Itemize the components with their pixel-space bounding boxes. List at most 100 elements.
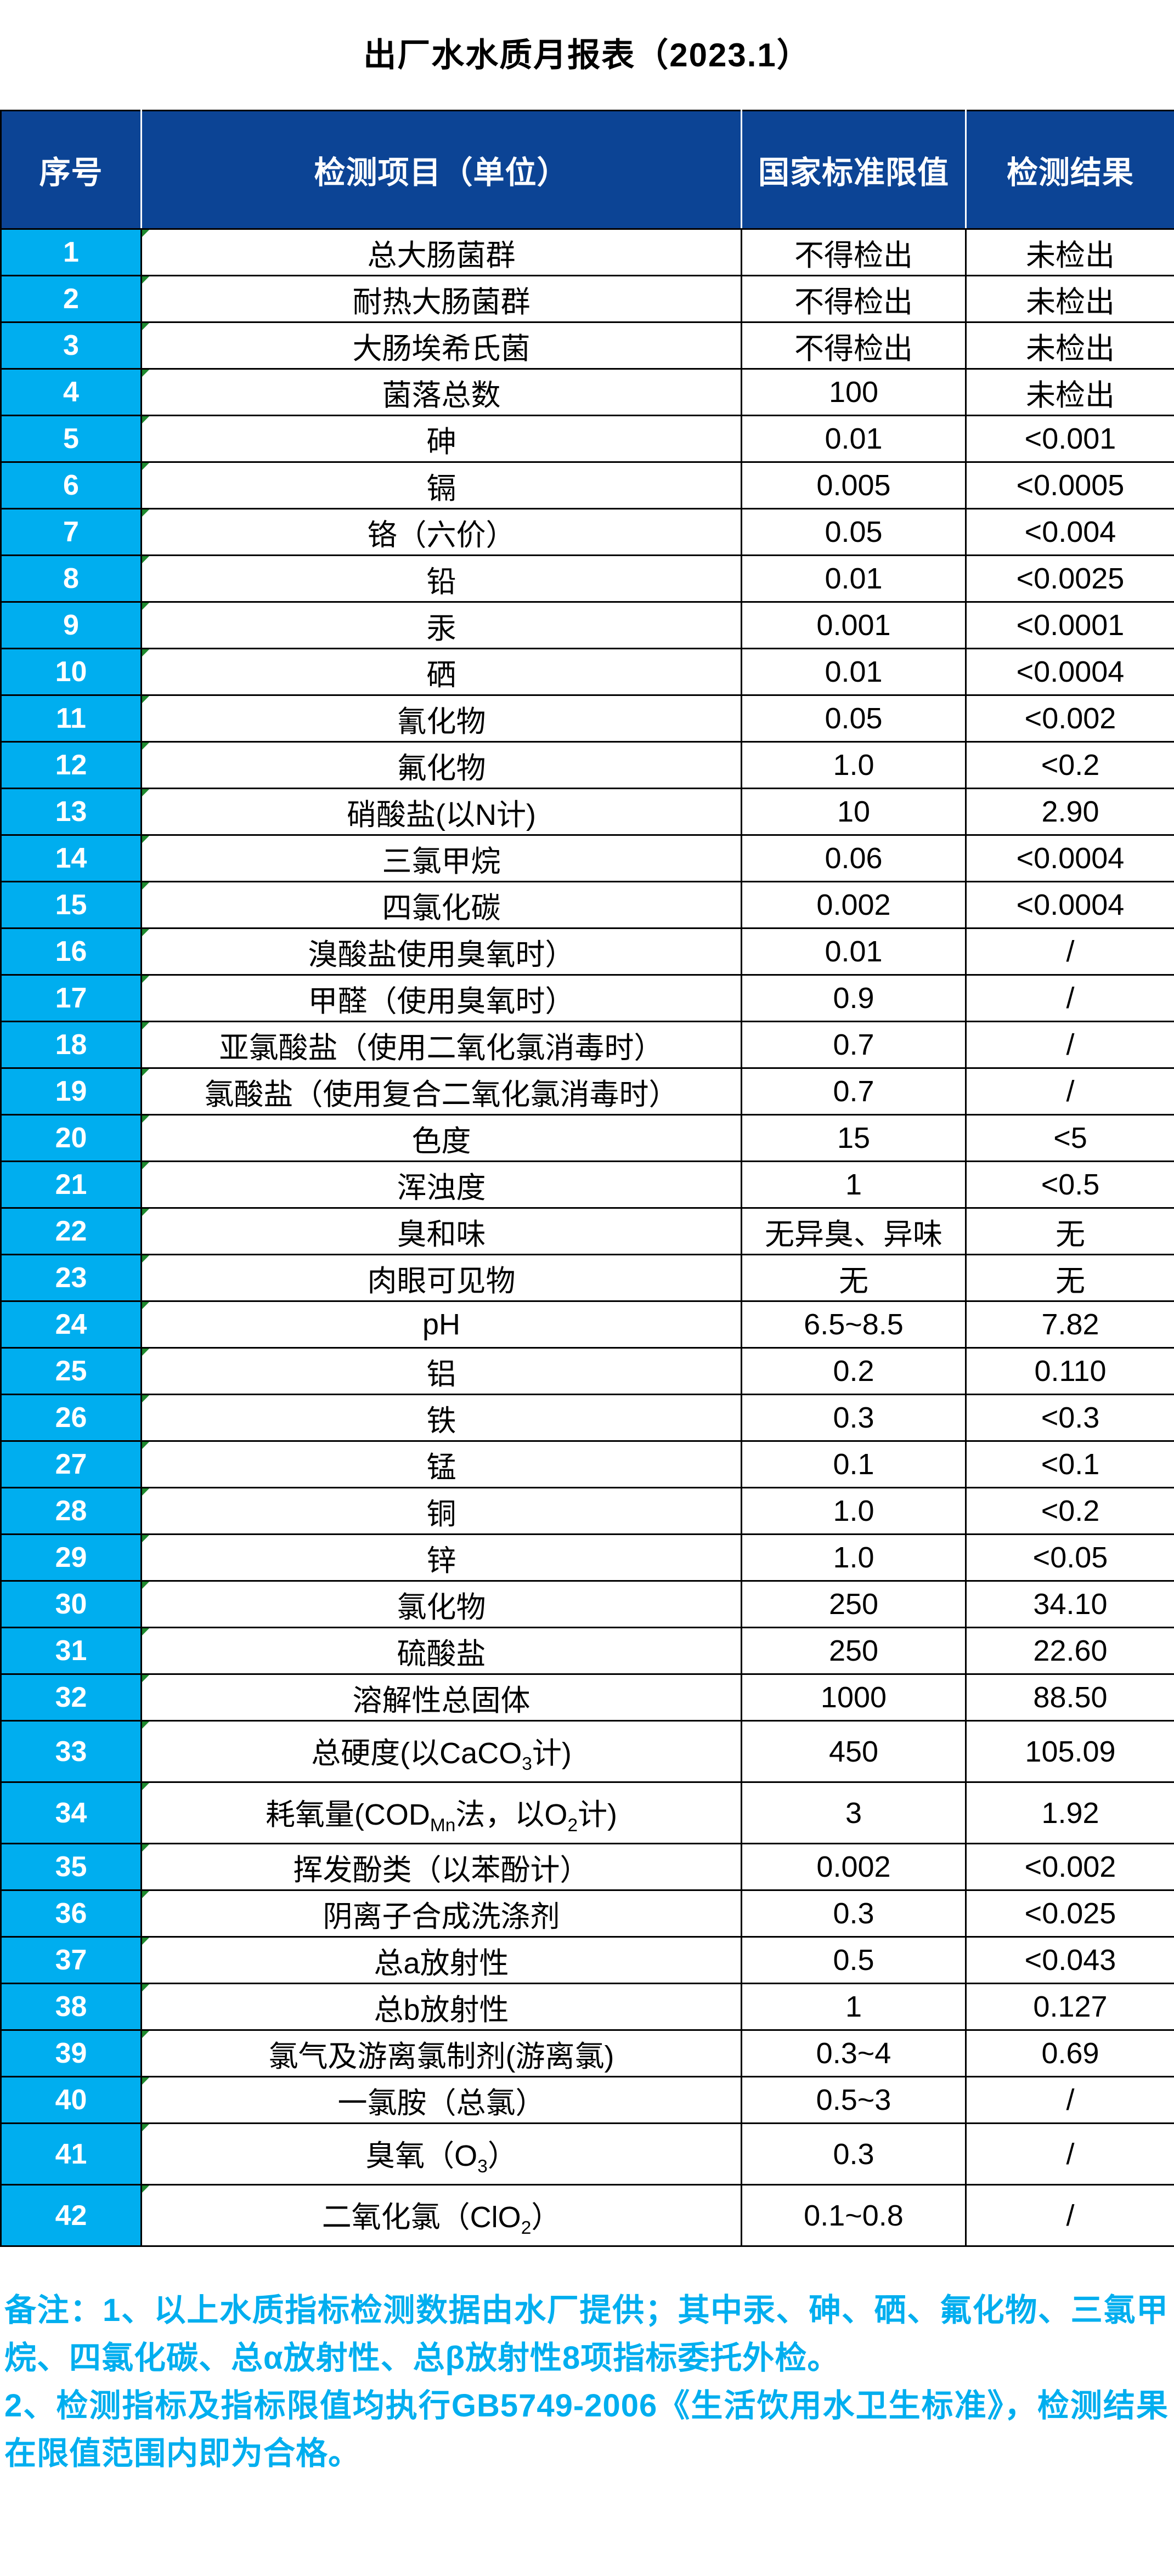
item-name-text: 氯气及游离氯制剂(游离氯) <box>268 2040 614 2073</box>
standard-limit-cell: 0.9 <box>741 974 967 1022</box>
item-name-cell: 总a放射性 <box>140 1936 742 1984</box>
item-name-cell: 铬（六价） <box>140 508 742 556</box>
item-name-cell: 溶解性总固体 <box>140 1673 742 1722</box>
standard-limit-cell: 15 <box>741 1114 967 1162</box>
standard-limit-cell: 1.0 <box>741 1487 967 1535</box>
item-name-cell: 溴酸盐使用臭氧时） <box>140 927 742 976</box>
standard-limit-cell: 0.1 <box>741 1440 967 1488</box>
excel-corner-marker <box>143 1536 149 1542</box>
result-cell: 0.127 <box>965 1983 1174 2031</box>
table-header-row: 序号 检测项目（单位） 国家标准限值 检测结果 <box>1 110 1174 230</box>
item-name-text: 浑浊度 <box>397 1171 486 1204</box>
item-name-cell: 耐热大肠菌群 <box>140 275 742 323</box>
result-cell: <0.043 <box>965 1936 1174 1984</box>
item-name-cell: 三氯甲烷 <box>140 834 742 882</box>
standard-limit-cell: 不得检出 <box>741 321 967 370</box>
standard-limit-cell: 0.001 <box>741 601 967 649</box>
result-cell: <0.025 <box>965 1889 1174 1938</box>
row-index-cell: 37 <box>0 1936 142 1984</box>
standard-limit-cell: 1000 <box>741 1673 967 1722</box>
item-name-cell: 浑浊度 <box>140 1160 742 1209</box>
row-index-cell: 13 <box>0 788 142 836</box>
table-row: 37 总a放射性 0.5 <0.043 <box>0 1936 1174 1984</box>
result-cell: 105.09 <box>965 1720 1174 1783</box>
item-name-text: 总硬度(以CaCO3计) <box>311 1736 572 1774</box>
result-cell: <0.2 <box>965 741 1174 789</box>
item-name-text: 甲醛（使用臭氧时） <box>308 984 575 1018</box>
result-cell: 2.90 <box>965 788 1174 836</box>
row-index-cell: 39 <box>0 2029 142 2077</box>
standard-limit-cell: 0.01 <box>741 648 967 696</box>
result-cell: 0.69 <box>965 2029 1174 2077</box>
table-row: 40 一氯胺（总氯） 0.5~3 / <box>0 2076 1174 2124</box>
excel-corner-marker <box>143 557 149 563</box>
row-index-cell: 30 <box>0 1580 142 1628</box>
item-name-text: 肉眼可见物 <box>367 1264 516 1298</box>
item-name-text: 总a放射性 <box>374 1946 509 1980</box>
item-name-text: 溴酸盐使用臭氧时） <box>308 938 575 971</box>
result-cell: <0.0025 <box>965 554 1174 603</box>
standard-limit-cell: 1 <box>741 1160 967 1209</box>
table-row: 33 总硬度(以CaCO3计) 450 105.09 <box>0 1720 1174 1783</box>
row-index-cell: 31 <box>0 1627 142 1675</box>
standard-limit-cell: 0.7 <box>741 1021 967 1069</box>
item-name-text: 挥发酚类（以苯酚计） <box>293 1853 590 1887</box>
item-name-cell: 铜 <box>140 1487 742 1535</box>
row-index-cell: 41 <box>0 2122 142 2186</box>
excel-corner-marker <box>143 603 149 610</box>
row-index-cell: 33 <box>0 1720 142 1783</box>
row-index-cell: 17 <box>0 974 142 1022</box>
item-name-cell: 挥发酚类（以苯酚计） <box>140 1843 742 1891</box>
row-index-cell: 8 <box>0 554 142 603</box>
item-name-cell: 镉 <box>140 461 742 509</box>
excel-corner-marker <box>143 650 149 656</box>
table-row: 42 二氧化氯（ClO2） 0.1~0.8 / <box>0 2184 1174 2247</box>
item-name-text: 氯酸盐（使用复合二氧化氯消毒时） <box>204 1078 679 1111</box>
item-name-cell: 一氯胺（总氯） <box>140 2076 742 2124</box>
result-cell: / <box>965 2076 1174 2124</box>
table-row: 18 亚氯酸盐（使用二氧化氯消毒时） 0.7 / <box>0 1021 1174 1069</box>
item-name-text: 铝 <box>426 1357 456 1391</box>
result-cell: <5 <box>965 1114 1174 1162</box>
standard-limit-cell: 0.5 <box>741 1936 967 1984</box>
row-index-cell: 18 <box>0 1021 142 1069</box>
excel-corner-marker <box>143 1442 149 1449</box>
note-line-2: 2、检测指标及指标限值均执行GB5749-2006《生活饮用水卫生标准》，检测结… <box>4 2388 1169 2471</box>
table-row: 21 浑浊度 1 <0.5 <box>0 1160 1174 1209</box>
item-name-cell: 砷 <box>140 415 742 463</box>
row-index-cell: 20 <box>0 1114 142 1162</box>
excel-corner-marker <box>143 2078 149 2085</box>
result-cell: <0.0004 <box>965 881 1174 929</box>
standard-limit-cell: 450 <box>741 1720 967 1783</box>
item-name-cell: 色度 <box>140 1114 742 1162</box>
table-row: 34 耗氧量(CODMn法，以O2计) 3 1.92 <box>0 1781 1174 1844</box>
standard-limit-cell: 0.5~3 <box>741 2076 967 2124</box>
row-index-cell: 42 <box>0 2184 142 2247</box>
excel-corner-marker <box>143 1892 149 1898</box>
standard-limit-cell: 0.7 <box>741 1067 967 1116</box>
excel-corner-marker <box>143 370 149 377</box>
standard-limit-cell: 100 <box>741 368 967 416</box>
item-name-text: 砷 <box>426 425 456 458</box>
excel-corner-marker <box>143 510 149 517</box>
result-cell: <0.004 <box>965 508 1174 556</box>
table-row: 39 氯气及游离氯制剂(游离氯) 0.3~4 0.69 <box>0 2029 1174 2077</box>
standard-limit-cell: 0.06 <box>741 834 967 882</box>
report-title: 出厂水水质月报表（2023.1） <box>363 37 811 73</box>
standard-limit-cell: 1 <box>741 1983 967 2031</box>
row-index-cell: 7 <box>0 508 142 556</box>
excel-corner-marker <box>143 230 149 237</box>
result-cell: <0.1 <box>965 1440 1174 1488</box>
row-index-cell: 22 <box>0 1207 142 1255</box>
item-name-cell: 锰 <box>140 1440 742 1488</box>
excel-corner-marker <box>143 790 149 796</box>
item-name-cell: 氯酸盐（使用复合二氧化氯消毒时） <box>140 1067 742 1116</box>
result-cell: 未检出 <box>965 368 1174 416</box>
table-row: 12 氟化物 1.0 <0.2 <box>0 741 1174 789</box>
standard-limit-cell: 0.3 <box>741 1889 967 1938</box>
excel-corner-marker <box>143 1069 149 1076</box>
excel-corner-marker <box>143 2031 149 2038</box>
excel-corner-marker <box>143 1845 149 1852</box>
result-cell: 7.82 <box>965 1300 1174 1349</box>
